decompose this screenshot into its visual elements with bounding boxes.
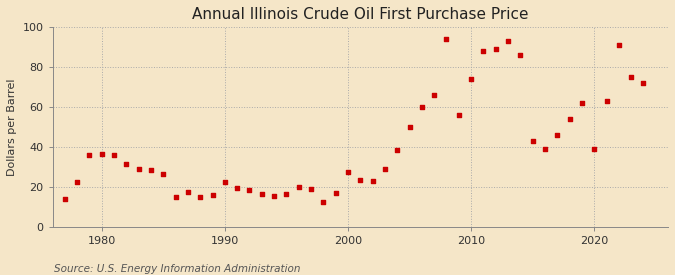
Point [454, 113, 464, 117]
Point [281, 192, 292, 196]
Point [72, 180, 82, 184]
Point [478, 49, 489, 53]
Point [195, 195, 206, 199]
Point [552, 133, 563, 137]
Point [232, 186, 242, 190]
Point [490, 47, 501, 51]
Point [269, 194, 279, 198]
Point [576, 101, 587, 105]
Point [515, 53, 526, 57]
Point [589, 147, 599, 151]
Point [343, 170, 354, 174]
Text: Source: U.S. Energy Information Administration: Source: U.S. Energy Information Administ… [54, 264, 300, 274]
Point [355, 178, 366, 182]
Point [416, 105, 427, 109]
Point [503, 39, 514, 43]
Point [256, 192, 267, 196]
Point [133, 167, 144, 171]
Point [379, 167, 390, 171]
Point [392, 148, 402, 152]
Point [146, 168, 157, 172]
Point [109, 153, 119, 157]
Point [244, 188, 255, 192]
Point [367, 179, 378, 183]
Point [97, 152, 107, 156]
Point [294, 185, 304, 189]
Point [182, 190, 193, 194]
Point [564, 117, 575, 121]
Point [306, 187, 317, 191]
Title: Annual Illinois Crude Oil First Purchase Price: Annual Illinois Crude Oil First Purchase… [192, 7, 529, 22]
Point [614, 43, 624, 48]
Point [404, 125, 415, 129]
Point [638, 81, 649, 86]
Point [527, 139, 538, 143]
Point [466, 77, 477, 81]
Point [330, 191, 341, 195]
Point [539, 147, 550, 151]
Point [59, 197, 70, 201]
Point [441, 37, 452, 42]
Point [207, 193, 218, 197]
Y-axis label: Dollars per Barrel: Dollars per Barrel [7, 78, 17, 176]
Point [170, 195, 181, 199]
Point [601, 99, 612, 103]
Point [84, 153, 95, 157]
Point [219, 180, 230, 184]
Point [429, 93, 439, 97]
Point [158, 172, 169, 176]
Point [626, 75, 637, 79]
Point [318, 200, 329, 204]
Point [121, 162, 132, 166]
